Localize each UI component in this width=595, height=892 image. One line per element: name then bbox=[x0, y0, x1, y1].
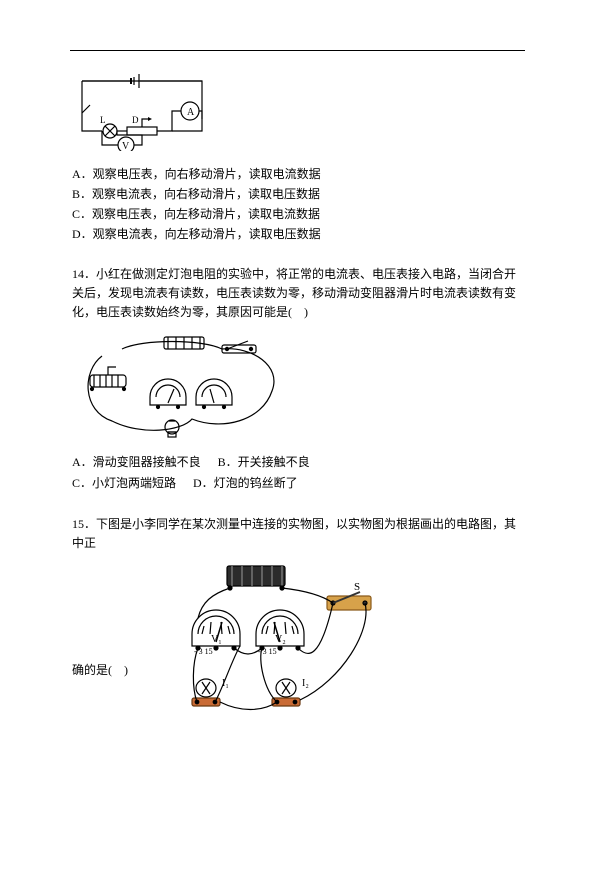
q14-number: 14． bbox=[72, 267, 96, 281]
label-L: L bbox=[100, 115, 106, 125]
q14-stem: 小红在做测定灯泡电阻的实验中，将正常的电流表、电压表接入电路，当闭合开关后，发现… bbox=[72, 267, 516, 319]
q13-option-A: A．观察电压表，向右移动滑片，读取电流数据 bbox=[72, 165, 523, 183]
q14-option-C: C．小灯泡两端短路 bbox=[72, 476, 176, 490]
q13-option-B: B．观察电流表，向右移动滑片，读取电压数据 bbox=[72, 185, 523, 203]
q13-option-C: C．观察电压表，向左移动滑片，读取电流数据 bbox=[72, 205, 523, 223]
label-D: D bbox=[132, 115, 139, 125]
q14-option-A: A．滑动变阻器接触不良 bbox=[72, 455, 201, 469]
q14-option-B: B．开关接触不良 bbox=[218, 455, 310, 469]
q13-option-D: D．观察电流表，向左移动滑片，读取电压数据 bbox=[72, 225, 523, 243]
q15-stem: 下图是小李同学在某次测量中连接的实物图，以实物图为根据画出的电路图，其中正 bbox=[72, 517, 516, 550]
q14-option-D: D．灯泡的钨丝断了 bbox=[193, 476, 298, 490]
label-I2: I₂ bbox=[302, 678, 309, 689]
label-V: V bbox=[122, 141, 130, 151]
label-V2: V₂ bbox=[275, 634, 286, 645]
label-S: S bbox=[354, 581, 360, 593]
q15-figure: S V₁ - 3 15 bbox=[132, 560, 392, 726]
q14-figure bbox=[72, 331, 523, 447]
label-V1: V₁ bbox=[211, 634, 222, 645]
q15-stem-tail: 确的是( ) bbox=[72, 661, 128, 680]
label-A: A bbox=[187, 107, 195, 118]
q14: 14．小红在做测定灯泡电阻的实验中，将正常的电流表、电压表接入电路，当闭合开关后… bbox=[72, 265, 523, 493]
q15: 15．下图是小李同学在某次测量中连接的实物图，以实物图为根据画出的电路图，其中正… bbox=[72, 515, 523, 730]
q13-circuit-figure: L D A V bbox=[72, 71, 523, 155]
q15-number: 15． bbox=[72, 517, 96, 531]
q13-options: A．观察电压表，向右移动滑片，读取电流数据 B．观察电流表，向右移动滑片，读取电… bbox=[72, 165, 523, 243]
